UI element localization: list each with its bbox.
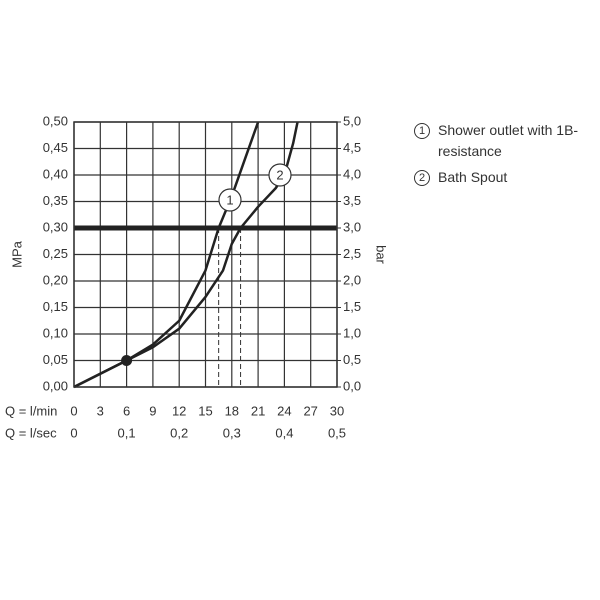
y2-tick-label: 4,0	[343, 166, 361, 181]
x-tick-label: 9	[149, 403, 156, 418]
y-tick-label: 0,10	[43, 325, 68, 340]
plot-frame	[73, 121, 338, 388]
y2-tick-label: 5,0	[343, 113, 361, 128]
x-tick-label: 21	[251, 403, 265, 418]
y2-tick-label: 2,0	[343, 272, 361, 287]
x-axis-label: Q = l/min	[5, 403, 57, 418]
y-tick-label: 0,35	[43, 193, 68, 208]
legend-label: Bath Spout	[438, 169, 508, 185]
x2-tick-label: 0,3	[223, 425, 241, 440]
legend-item: 2 Bath Spout	[414, 167, 600, 188]
y2-axis-label: bar	[374, 245, 389, 264]
y-tick-label: 0,45	[43, 140, 68, 155]
x-tick-label: 12	[172, 403, 186, 418]
y-tick-label: 0,15	[43, 299, 68, 314]
y-tick-label: 0,25	[43, 246, 68, 261]
legend-label: Shower outlet with 1B-resistance	[438, 122, 579, 159]
y2-tick-label: 0,0	[343, 378, 361, 393]
y-axis-label: MPa	[9, 240, 24, 268]
legend-item: 1 Shower outlet with 1B-resistance	[414, 120, 600, 162]
x-tick-label: 18	[225, 403, 239, 418]
x-tick-label: 24	[277, 403, 291, 418]
series-marker-label: 2	[276, 167, 283, 182]
series-marker	[218, 188, 242, 212]
x-tick-label: 30	[330, 403, 344, 418]
x2-tick-label: 0,1	[118, 425, 136, 440]
x-tick-label: 3	[97, 403, 104, 418]
x-tick-label: 15	[198, 403, 212, 418]
y-tick-label: 0,30	[43, 219, 68, 234]
y2-tick-label: 1,0	[343, 325, 361, 340]
x-tick-label: 0	[70, 403, 77, 418]
series-marker	[268, 163, 292, 187]
y2-tick-label: 3,0	[343, 219, 361, 234]
point	[121, 355, 133, 366]
x2-tick-label: 0,5	[328, 425, 346, 440]
legend-marker: 1	[414, 123, 430, 139]
x2-tick-label: 0,4	[275, 425, 293, 440]
y2-tick-label: 3,5	[343, 193, 361, 208]
x-tick-label: 27	[303, 403, 317, 418]
x2-axis-label: Q = l/sec	[5, 425, 57, 440]
y2-tick-label: 4,5	[343, 140, 361, 155]
y-tick-label: 0,40	[43, 166, 68, 181]
x2-tick-label: 0,2	[170, 425, 188, 440]
legend-marker: 2	[414, 170, 430, 186]
x2-tick-label: 0	[70, 425, 77, 440]
y2-tick-label: 0,5	[343, 352, 361, 367]
y2-tick-label: 1,5	[343, 299, 361, 314]
y-tick-label: 0,00	[43, 378, 68, 393]
y2-tick-label: 2,5	[343, 246, 361, 261]
y-tick-label: 0,05	[43, 352, 68, 367]
x-tick-label: 6	[123, 403, 130, 418]
series-marker-label: 1	[226, 192, 233, 207]
y-tick-label: 0,50	[43, 113, 68, 128]
y-tick-label: 0,20	[43, 272, 68, 287]
